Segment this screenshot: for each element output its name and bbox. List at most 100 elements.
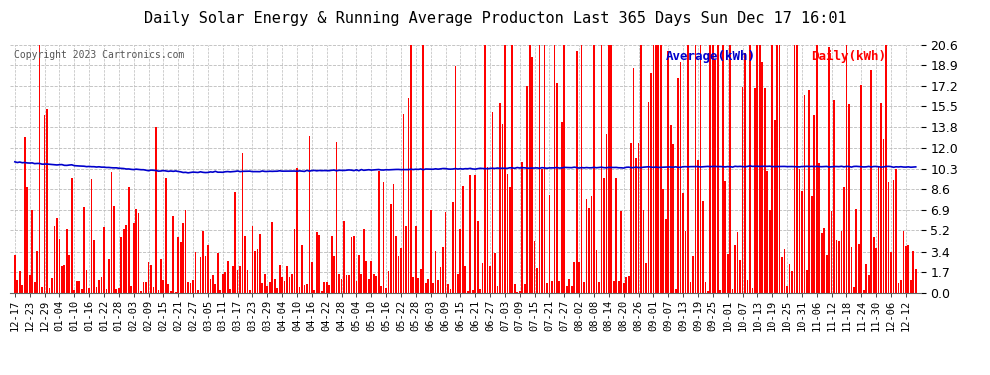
Bar: [675, 290, 676, 292]
Bar: [677, 78, 679, 292]
Bar: [702, 201, 704, 292]
Bar: [875, 248, 877, 292]
Bar: [138, 213, 140, 292]
Bar: [657, 45, 659, 292]
Bar: [603, 178, 605, 292]
Bar: [652, 45, 654, 292]
Bar: [598, 282, 600, 292]
Bar: [334, 255, 335, 292]
Bar: [660, 45, 661, 292]
Bar: [247, 270, 248, 292]
Bar: [667, 51, 669, 292]
Bar: [737, 232, 739, 292]
Bar: [286, 266, 288, 292]
Bar: [880, 103, 882, 292]
Bar: [306, 284, 308, 292]
Bar: [215, 284, 216, 292]
Bar: [452, 201, 453, 292]
Bar: [725, 180, 726, 292]
Bar: [103, 226, 105, 292]
Bar: [700, 45, 701, 292]
Bar: [558, 281, 560, 292]
Bar: [106, 288, 107, 292]
Bar: [180, 243, 181, 292]
Bar: [251, 226, 253, 292]
Bar: [101, 278, 102, 292]
Bar: [826, 255, 828, 292]
Bar: [363, 229, 364, 292]
Bar: [197, 290, 199, 292]
Bar: [58, 239, 60, 292]
Bar: [910, 280, 912, 292]
Bar: [534, 242, 536, 292]
Bar: [78, 281, 80, 292]
Bar: [42, 288, 43, 292]
Bar: [341, 279, 343, 292]
Bar: [32, 210, 33, 292]
Bar: [274, 279, 275, 292]
Bar: [631, 143, 632, 292]
Bar: [375, 276, 377, 292]
Bar: [304, 285, 305, 292]
Bar: [727, 254, 729, 292]
Bar: [794, 45, 795, 292]
Bar: [845, 45, 847, 292]
Bar: [578, 262, 580, 292]
Bar: [459, 229, 461, 292]
Bar: [895, 169, 897, 292]
Bar: [883, 138, 884, 292]
Bar: [754, 88, 755, 292]
Bar: [185, 210, 186, 292]
Bar: [136, 209, 137, 292]
Bar: [573, 262, 575, 292]
Bar: [829, 47, 830, 292]
Bar: [662, 189, 664, 292]
Bar: [400, 248, 402, 292]
Bar: [113, 206, 115, 292]
Bar: [608, 45, 610, 292]
Bar: [121, 237, 122, 292]
Bar: [19, 270, 21, 292]
Bar: [764, 88, 765, 292]
Bar: [324, 282, 325, 292]
Bar: [908, 245, 909, 292]
Bar: [568, 279, 570, 292]
Bar: [799, 169, 800, 292]
Bar: [225, 272, 226, 292]
Bar: [761, 62, 763, 292]
Bar: [868, 275, 869, 292]
Bar: [776, 45, 778, 292]
Bar: [643, 210, 644, 292]
Text: Daily Solar Energy & Running Average Producton Last 365 Days Sun Dec 17 16:01: Daily Solar Energy & Running Average Pro…: [144, 11, 846, 26]
Bar: [786, 286, 788, 292]
Bar: [616, 178, 617, 292]
Bar: [172, 216, 174, 292]
Bar: [804, 95, 805, 292]
Bar: [56, 218, 57, 292]
Bar: [811, 196, 813, 292]
Bar: [487, 166, 488, 292]
Bar: [821, 233, 823, 292]
Bar: [746, 280, 748, 292]
Bar: [373, 274, 374, 292]
Bar: [93, 240, 95, 292]
Bar: [205, 256, 206, 292]
Bar: [898, 284, 899, 292]
Bar: [848, 104, 849, 292]
Bar: [428, 279, 429, 292]
Bar: [126, 225, 127, 292]
Bar: [408, 98, 409, 292]
Bar: [819, 162, 820, 292]
Bar: [240, 266, 241, 292]
Bar: [217, 253, 219, 292]
Bar: [222, 274, 224, 292]
Bar: [321, 291, 323, 292]
Bar: [717, 45, 719, 292]
Bar: [563, 45, 565, 292]
Bar: [913, 251, 914, 292]
Bar: [596, 250, 597, 292]
Bar: [141, 291, 142, 292]
Bar: [152, 287, 154, 292]
Bar: [888, 183, 889, 292]
Bar: [276, 288, 278, 292]
